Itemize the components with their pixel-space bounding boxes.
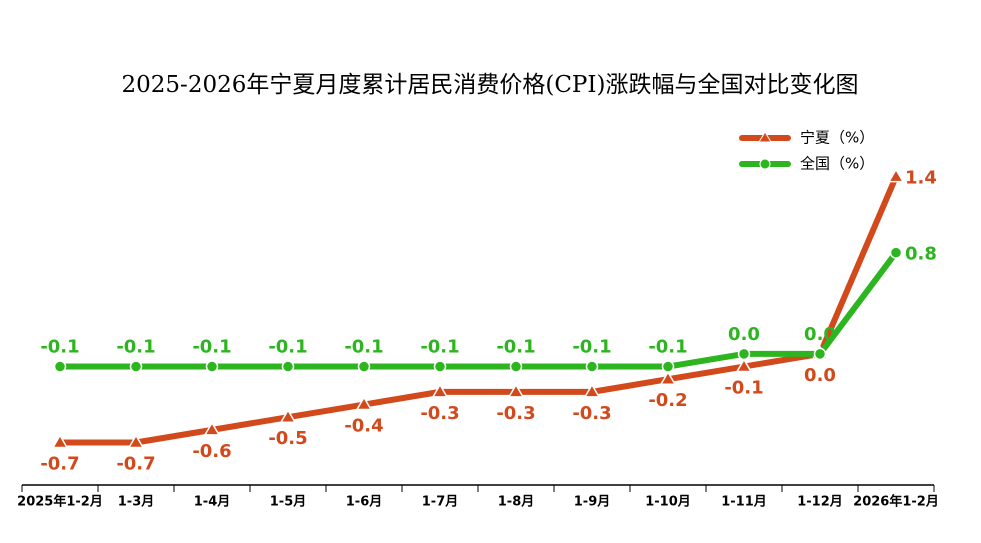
point [661, 360, 675, 373]
value-label: -0.1 [268, 337, 307, 358]
value-label: -0.1 [192, 337, 231, 358]
value-label: -0.3 [420, 403, 459, 424]
value-label: -0.3 [572, 403, 611, 424]
x-tick-label: 2026年1-2月 [853, 494, 939, 510]
point [355, 396, 373, 411]
x-tick-label: 1-4月 [194, 495, 231, 510]
point [585, 360, 599, 373]
x-tick-label: 1-8月 [498, 495, 535, 510]
point [509, 360, 523, 373]
value-label: -0.1 [40, 337, 79, 358]
value-label: -0.1 [572, 337, 611, 358]
point [127, 434, 145, 449]
point [737, 347, 751, 361]
value-label: -0.7 [116, 454, 155, 475]
x-tick-label: 1-6月 [346, 495, 383, 510]
point [53, 360, 67, 373]
point [357, 360, 371, 373]
value-label: -0.2 [648, 390, 687, 411]
value-label: -0.4 [344, 416, 383, 437]
value-label: -0.1 [648, 337, 687, 358]
x-tick-label: 1-11月 [721, 495, 767, 510]
value-label: 0.0 [728, 324, 760, 345]
x-tick-label: 1-5月 [270, 495, 307, 510]
point [813, 347, 827, 361]
point [205, 360, 219, 373]
chart-title: 2025-2026年宁夏月度累计居民消费价格(CPI)涨跌幅与全国对比变化图 [122, 72, 859, 98]
x-tick-label: 1-12月 [797, 495, 843, 510]
value-label: -0.6 [192, 441, 231, 462]
point [433, 360, 447, 373]
point [735, 358, 753, 373]
x-tick-label: 2025年1-2月 [17, 494, 103, 510]
legend-label: 宁夏（%） [800, 129, 874, 147]
legend-marker [759, 158, 771, 170]
point [583, 383, 601, 398]
value-label: -0.5 [268, 428, 307, 449]
value-label: 1.4 [905, 168, 937, 189]
point [507, 383, 525, 398]
x-tick-label: 1-10月 [645, 495, 691, 510]
point [203, 421, 221, 436]
value-label: -0.1 [724, 378, 763, 399]
point [129, 360, 143, 373]
value-label: 0.8 [905, 244, 937, 265]
value-label: -0.3 [496, 403, 535, 424]
point [887, 168, 905, 183]
value-label: -0.1 [344, 337, 383, 358]
value-label: -0.7 [40, 454, 79, 475]
value-label: -0.1 [496, 337, 535, 358]
point [889, 246, 903, 259]
value-label: -0.1 [116, 337, 155, 358]
legend-marker [758, 131, 772, 143]
value-label: -0.1 [420, 337, 459, 358]
series-line [57, 249, 899, 370]
value-label: 0.0 [804, 365, 836, 386]
point [659, 370, 677, 385]
series-line [57, 173, 899, 446]
legend-label: 全国（%） [800, 155, 874, 173]
point [279, 408, 297, 423]
point [431, 383, 449, 398]
value-label: 0.0 [804, 324, 836, 345]
x-tick-label: 1-9月 [574, 495, 611, 510]
x-tick-label: 1-3月 [118, 495, 155, 510]
point [51, 434, 69, 449]
x-tick-label: 1-7月 [422, 495, 459, 510]
point [281, 360, 295, 373]
